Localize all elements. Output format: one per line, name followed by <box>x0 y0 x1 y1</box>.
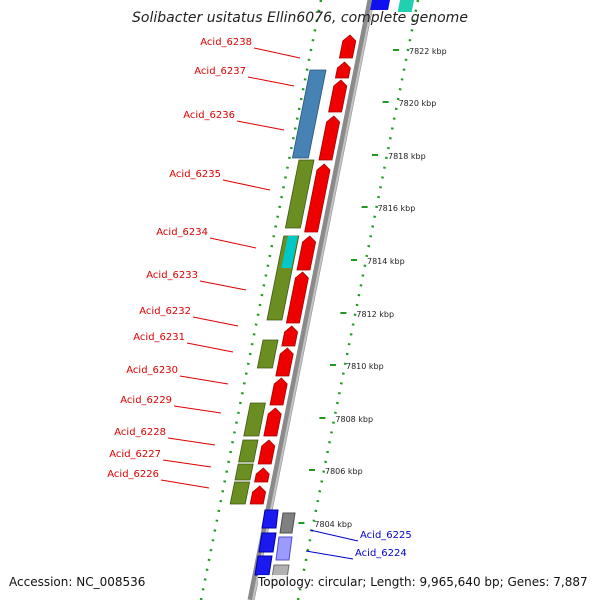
forward-cds-arrow <box>275 347 294 377</box>
gene-label-leader <box>179 375 229 385</box>
gene-labels: Acid_6238 Acid_6237 Acid_6236 Acid_6235 Acid… <box>107 37 412 559</box>
gene-label-leader <box>167 437 216 446</box>
grey-feature-1 <box>279 512 296 534</box>
rna-feature-block <box>291 69 327 159</box>
gene-label-leader <box>186 342 234 353</box>
gene-label-leader <box>173 405 222 414</box>
forward-cds-track <box>249 34 357 505</box>
scale-tick-label: 7818 kbp <box>388 152 426 161</box>
forward-cds-arrow <box>318 115 341 161</box>
gene-label: Acid_6229 <box>120 395 172 406</box>
reverse-cds-block <box>234 463 254 481</box>
blue-feature-3 <box>254 555 273 576</box>
top-feature-teal <box>397 0 414 12</box>
forward-cds-arrow <box>281 325 299 347</box>
top-feature-blue <box>370 0 390 10</box>
forward-cds-arrow <box>296 235 317 271</box>
gene-label-leader <box>253 47 301 59</box>
gene-label: Acid_6226 <box>107 469 159 480</box>
scale-ticks: 7804 kbp 7806 kbp 7808 kbp 7810 kbp 7812 kbp… <box>298 47 447 529</box>
gene-label-leader <box>309 529 359 542</box>
genome-summary-text: Topology: circular; Length: 9,965,640 bp… <box>258 575 588 589</box>
scale-tick-label: 7808 kbp <box>335 415 373 424</box>
gene-label: Acid_6228 <box>114 427 166 438</box>
gene-label: Acid_6231 <box>133 332 185 343</box>
blue-feature-2 <box>258 532 277 553</box>
blue-feature-1 <box>261 509 279 529</box>
gene-label: Acid_6236 <box>183 110 235 121</box>
gene-label: Acid_6232 <box>139 306 191 317</box>
forward-cds-arrow <box>328 79 348 113</box>
scale-tick-label: 7812 kbp <box>356 310 394 319</box>
scale-tick-label: 7814 kbp <box>367 257 405 266</box>
bottom-blue-features <box>254 509 296 586</box>
outer-dotted-track <box>296 0 420 600</box>
inner-dotted-track <box>199 0 323 600</box>
accession-text: Accession: NC_008536 <box>9 575 146 589</box>
forward-cds-arrow <box>249 485 267 505</box>
reverse-cds-block <box>243 402 266 437</box>
forward-cds-arrow <box>269 377 288 406</box>
gene-label-leader <box>162 459 212 468</box>
gene-label: Acid_6238 <box>200 37 252 48</box>
gene-label: Acid_6233 <box>146 270 198 281</box>
forward-cds-arrow <box>254 467 270 483</box>
gene-label-leader <box>199 280 247 291</box>
gene-label-leader <box>247 76 295 87</box>
forward-cds-arrow <box>263 407 282 437</box>
forward-cds-arrow <box>257 439 276 465</box>
gene-label: Acid_6230 <box>126 365 178 376</box>
forward-cds-arrow <box>338 34 357 59</box>
gene-label: Acid_6224 <box>355 548 407 559</box>
gene-label-leader <box>236 120 285 131</box>
gene-label-leader <box>192 316 239 327</box>
gene-label-leader <box>160 479 210 489</box>
reverse-cds-block <box>256 339 279 369</box>
gene-label: Acid_6237 <box>194 66 246 77</box>
forward-cds-arrow <box>334 61 351 79</box>
reverse-cds-block <box>238 439 259 463</box>
genome-backbone-highlight <box>252 0 374 600</box>
gene-label-leader <box>222 179 271 191</box>
gene-label-leader <box>209 237 257 249</box>
reverse-cds-block <box>284 159 315 229</box>
purple-feature-1 <box>275 536 293 561</box>
genome-title: Solibacter usitatus Ellin6076, complete … <box>132 10 468 26</box>
scale-tick-label: 7820 kbp <box>399 99 437 108</box>
scale-tick-label: 7806 kbp <box>325 467 363 476</box>
gene-label: Acid_6234 <box>156 227 208 238</box>
reverse-cds-block <box>229 481 251 505</box>
gene-label-leader <box>305 550 354 560</box>
scale-tick-label: 7804 kbp <box>314 520 352 529</box>
label-leader-lines <box>160 47 359 560</box>
genome-backbone <box>247 0 375 600</box>
scale-tick-label: 7816 kbp <box>378 204 416 213</box>
reverse-cds-track <box>229 69 327 505</box>
gene-label: Acid_6227 <box>109 449 161 460</box>
scale-tick-label: 7822 kbp <box>409 47 447 56</box>
highlight-feature <box>281 236 298 268</box>
gene-label: Acid_6235 <box>169 169 221 180</box>
forward-cds-arrow <box>304 163 331 233</box>
scale-tick-label: 7810 kbp <box>346 362 384 371</box>
gene-label: Acid_6225 <box>360 530 412 541</box>
forward-cds-arrow <box>285 271 309 324</box>
